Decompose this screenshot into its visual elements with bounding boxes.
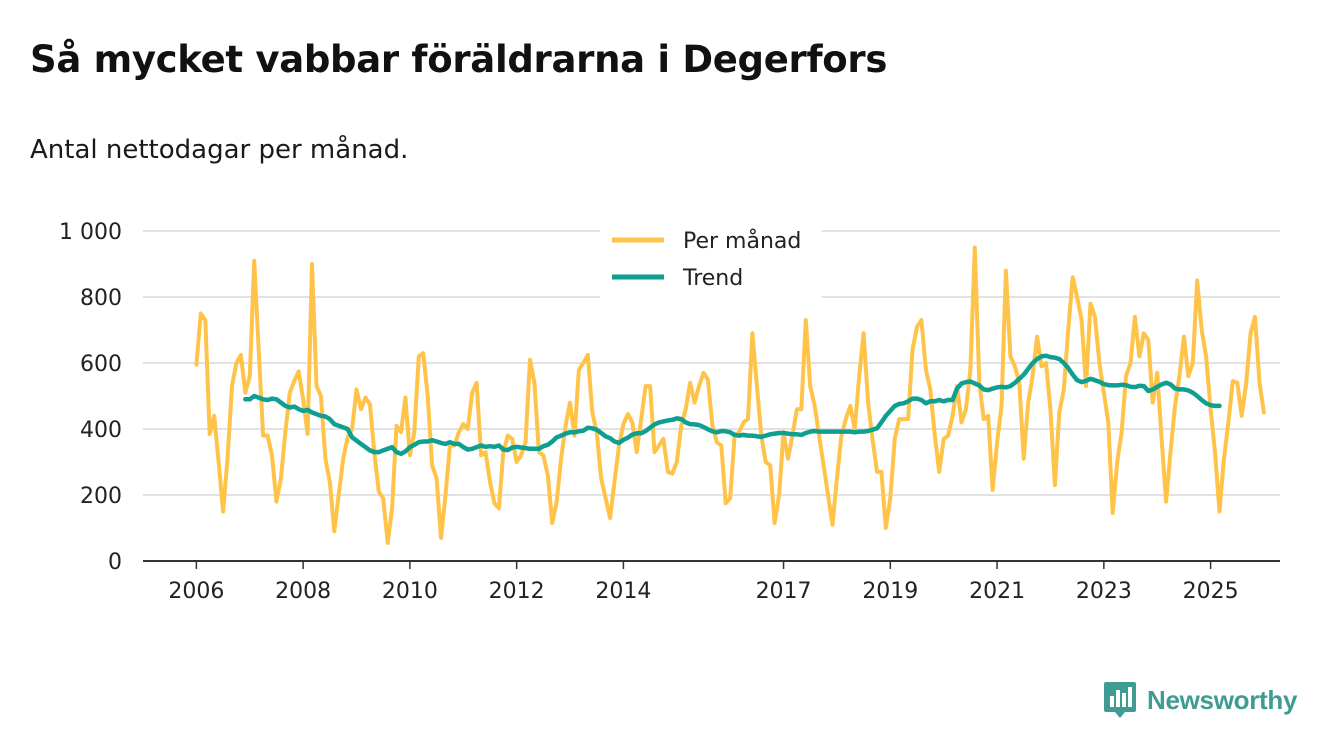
x-tick-label: 2014 — [595, 579, 651, 604]
y-tick-label: 400 — [80, 418, 122, 443]
legend-background — [600, 222, 822, 298]
x-tick-label: 2008 — [275, 579, 331, 604]
chart-subtitle: Antal nettodagar per månad. — [30, 135, 409, 165]
x-tick-label: 2010 — [382, 579, 438, 604]
chart-title: Så mycket vabbar föräldrarna i Degerfors — [30, 38, 888, 81]
legend: Per månad Trend — [600, 222, 822, 298]
y-axis-ticks: 0 200 400 600 800 1 000 — [59, 220, 122, 575]
brand-logo[interactable]: Newsworthy — [1103, 682, 1297, 718]
legend-label: Trend — [682, 266, 743, 291]
x-tick-label: 2023 — [1076, 579, 1132, 604]
y-tick-label: 200 — [80, 484, 122, 509]
x-tick-label: 2025 — [1183, 579, 1239, 604]
brand-name: Newsworthy — [1147, 684, 1298, 715]
x-axis-ticks: 2006 2008 2010 2012 2014 2017 2019 2021 2023 2025 — [168, 561, 1239, 604]
y-tick-label: 600 — [80, 352, 122, 377]
newsworthy-logo-icon — [1104, 682, 1136, 718]
y-tick-label: 800 — [80, 286, 122, 311]
legend-label: Per månad — [683, 228, 801, 254]
x-tick-label: 2021 — [969, 579, 1025, 604]
x-tick-label: 2012 — [489, 579, 545, 604]
y-tick-label: 0 — [108, 550, 122, 575]
x-tick-label: 2006 — [168, 579, 224, 604]
series-lines — [194, 245, 1266, 545]
series-line-trend — [243, 353, 1222, 457]
x-tick-label: 2019 — [862, 579, 918, 604]
x-tick-label: 2017 — [756, 579, 812, 604]
y-tick-label: 1 000 — [59, 220, 122, 245]
